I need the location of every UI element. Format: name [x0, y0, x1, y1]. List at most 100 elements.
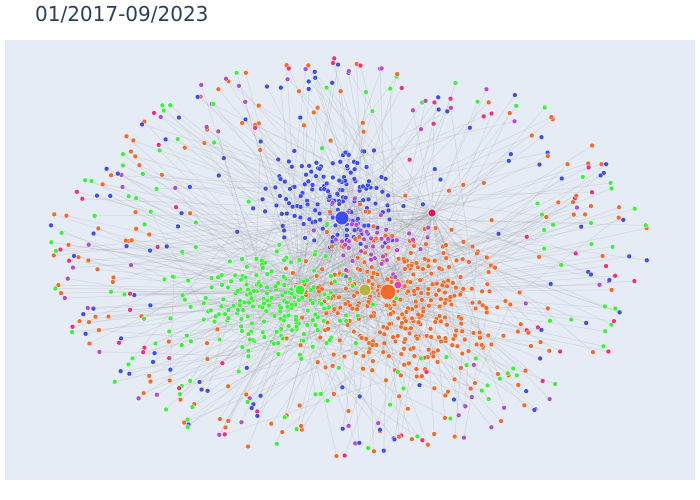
node: [360, 366, 366, 372]
edge: [377, 212, 433, 228]
edge: [111, 174, 324, 187]
node: [187, 184, 193, 190]
edge: [339, 340, 482, 391]
node: [644, 257, 650, 263]
node: [411, 243, 417, 249]
node: [204, 340, 210, 346]
node: [394, 237, 400, 243]
node: [616, 215, 622, 221]
node: [417, 277, 423, 283]
edge: [245, 72, 301, 291]
node: [437, 176, 444, 183]
node: [461, 435, 467, 441]
node: [392, 274, 399, 280]
node: [156, 142, 162, 148]
edge: [224, 380, 387, 435]
node: [432, 225, 439, 231]
node: [90, 230, 97, 237]
node: [311, 227, 317, 234]
node: [363, 164, 370, 170]
node: [146, 373, 152, 379]
edge: [184, 344, 373, 423]
node: [410, 345, 417, 351]
edge: [150, 211, 220, 340]
node: [136, 162, 143, 168]
node: [538, 327, 545, 333]
node: [349, 258, 356, 264]
node: [161, 276, 168, 283]
node: [245, 348, 251, 354]
edge: [299, 289, 316, 395]
edge: [364, 195, 577, 291]
node: [223, 76, 229, 82]
node: [401, 283, 408, 289]
node: [297, 342, 304, 348]
node: [588, 203, 594, 209]
node: [354, 306, 360, 312]
node: [246, 300, 252, 306]
node: [51, 252, 57, 259]
node: [336, 365, 342, 371]
node: [251, 288, 257, 294]
node: [508, 151, 514, 157]
edge: [76, 191, 446, 293]
node: [123, 133, 130, 139]
edge: [282, 335, 398, 433]
node: [211, 318, 218, 325]
node: [257, 393, 264, 399]
node: [353, 340, 359, 346]
edge: [299, 200, 308, 291]
edge: [355, 197, 612, 325]
node: [234, 229, 240, 235]
node: [94, 193, 100, 199]
node: [325, 295, 332, 301]
node: [320, 174, 327, 180]
edge: [149, 212, 433, 235]
hub-node: [358, 283, 372, 297]
node: [328, 137, 334, 144]
node: [343, 273, 349, 280]
node: [370, 243, 376, 250]
edge: [341, 217, 592, 224]
edge: [160, 116, 366, 291]
node: [66, 258, 72, 264]
node: [514, 372, 520, 379]
edge: [149, 217, 343, 251]
node: [356, 440, 362, 446]
node: [126, 193, 132, 199]
node: [252, 125, 258, 131]
node: [349, 305, 356, 312]
node: [454, 343, 461, 349]
node: [474, 99, 481, 105]
node: [510, 365, 516, 372]
node: [415, 319, 422, 325]
node: [342, 178, 348, 184]
node: [405, 288, 411, 295]
node: [184, 332, 190, 339]
edge: [341, 217, 619, 313]
edge: [359, 190, 382, 216]
node: [290, 204, 296, 210]
node: [146, 231, 152, 238]
node: [402, 325, 408, 332]
node: [328, 273, 334, 279]
node: [368, 235, 374, 242]
node: [389, 233, 395, 239]
node: [128, 262, 134, 268]
node: [215, 86, 222, 92]
node: [275, 340, 281, 346]
node: [219, 282, 225, 288]
node: [411, 353, 417, 359]
node: [452, 80, 459, 86]
node: [156, 147, 163, 154]
edge: [387, 256, 630, 293]
node: [271, 313, 278, 319]
node: [331, 306, 338, 312]
edge: [142, 173, 343, 219]
node: [141, 345, 148, 351]
node: [419, 297, 425, 303]
node: [303, 172, 309, 178]
node: [325, 326, 331, 332]
node: [281, 317, 287, 324]
node: [75, 254, 82, 260]
